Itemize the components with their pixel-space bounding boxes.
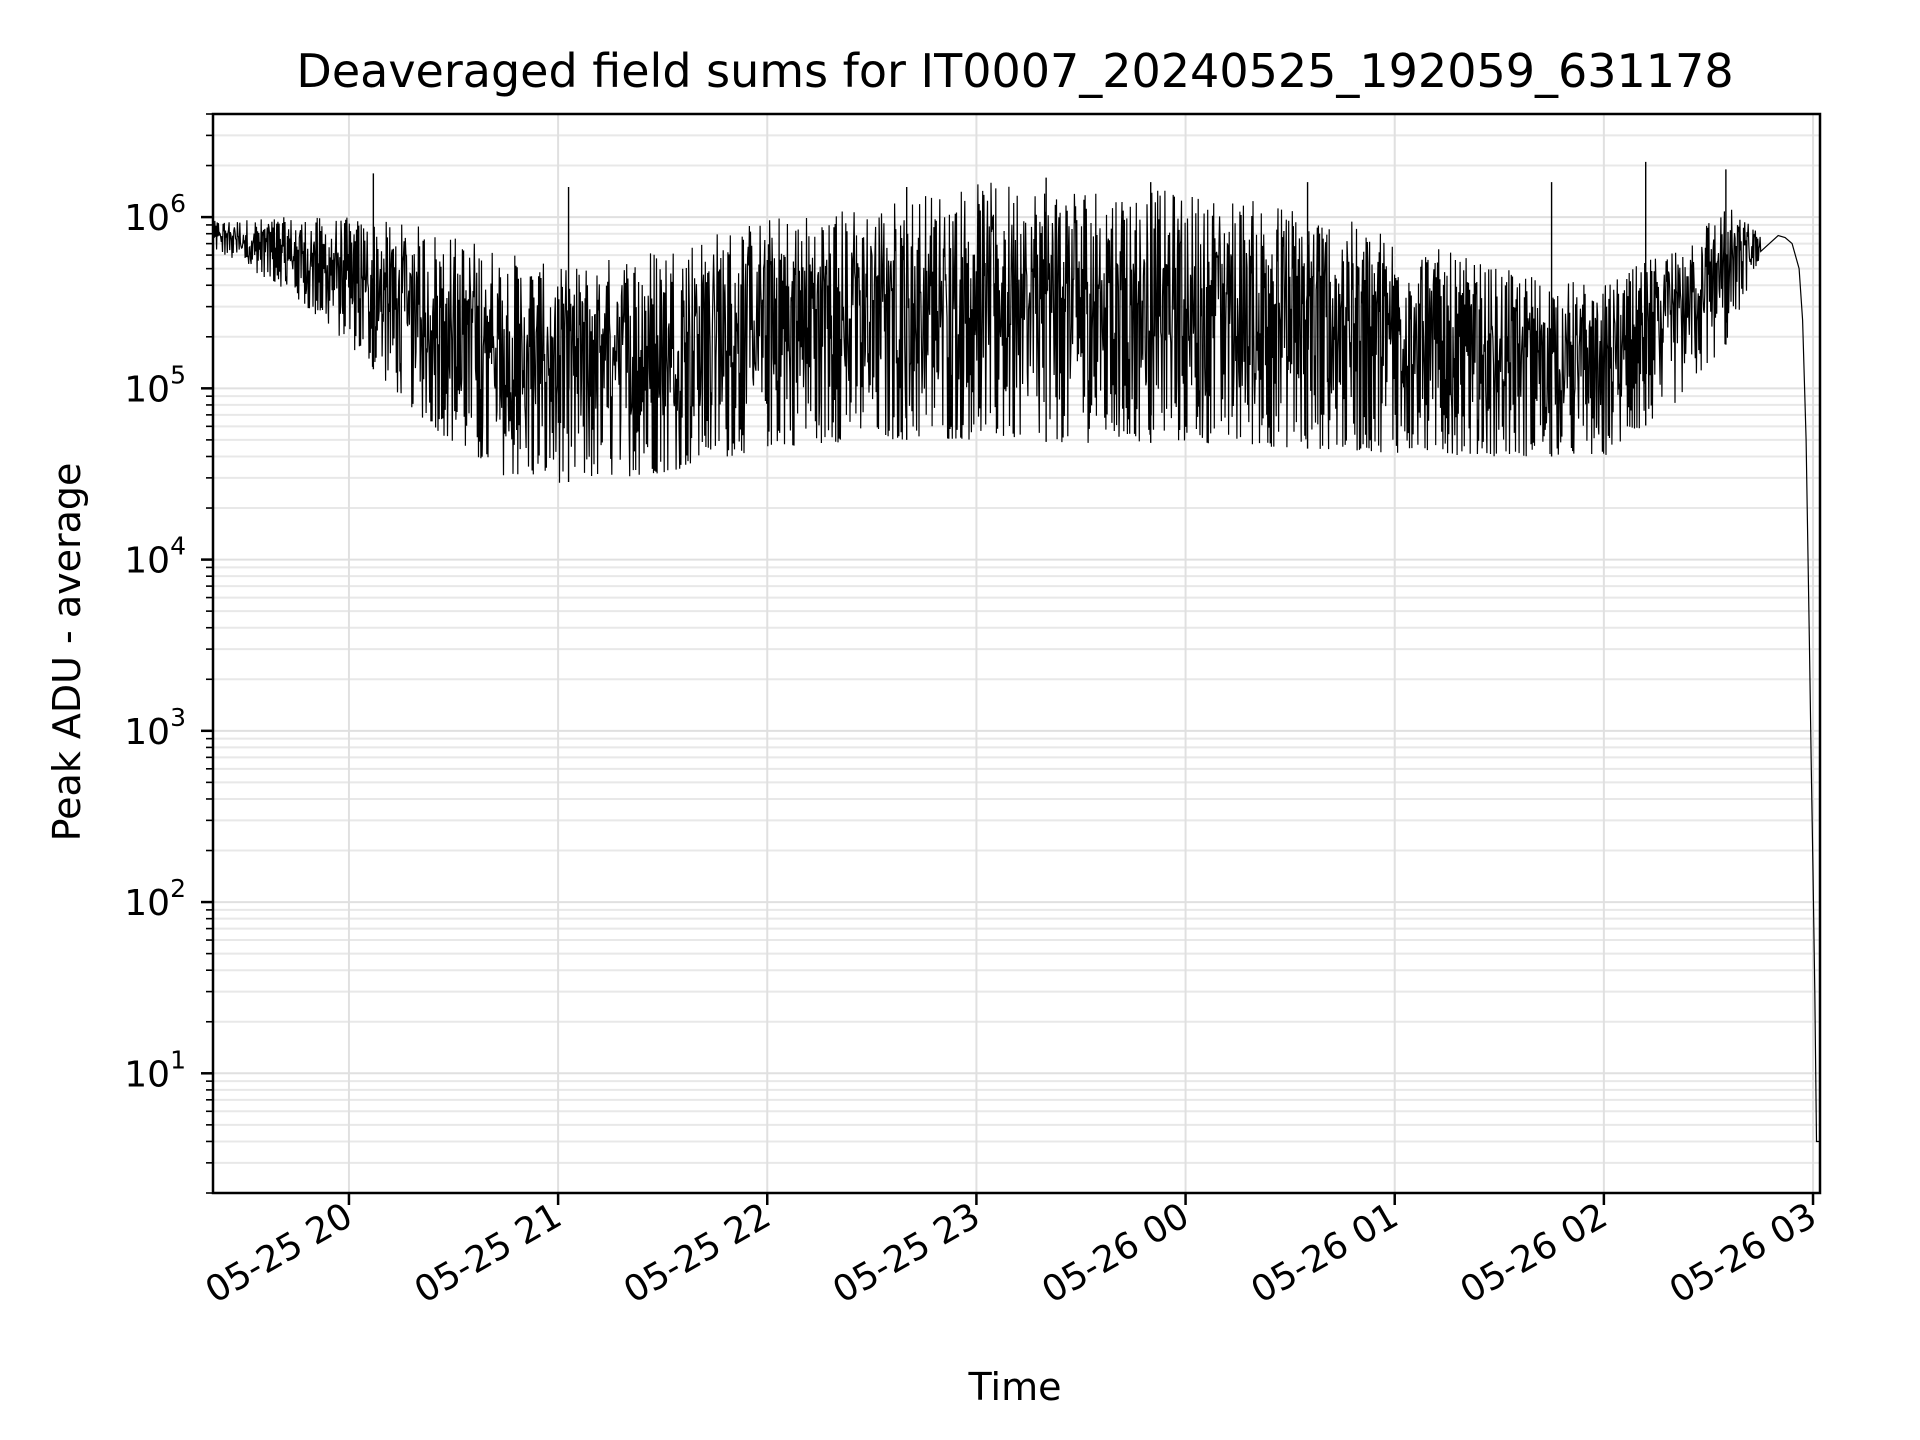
y-axis: 101 102 103 104 105 106 <box>124 113 213 1194</box>
x-tick-label: 05-25 23 <box>826 1195 987 1311</box>
plot-frame <box>211 112 1822 1195</box>
x-tick-label: 05-25 20 <box>199 1195 360 1311</box>
series-line <box>212 182 1820 1143</box>
chart-title: Deaveraged field sums for IT0007_2024052… <box>296 44 1733 98</box>
y-tick-label: 106 <box>124 189 186 239</box>
y-axis-label: Peak ADU - average <box>45 463 89 842</box>
y-tick-label: 103 <box>124 703 186 753</box>
x-tick-label: 05-26 03 <box>1663 1195 1824 1311</box>
y-tick-label: 104 <box>124 532 186 582</box>
x-axis: 05-25 20 05-25 21 05-25 22 05-25 23 05-26 00… <box>199 1193 1824 1312</box>
x-tick-label: 05-26 00 <box>1035 1195 1196 1311</box>
y-tick-label: 102 <box>124 874 186 924</box>
x-tick-label: 05-26 01 <box>1245 1195 1406 1311</box>
y-tick-label: 101 <box>124 1045 186 1095</box>
x-axis-label: Time <box>968 1365 1062 1409</box>
x-tick-label: 05-25 22 <box>617 1195 778 1311</box>
x-tick-label: 05-26 02 <box>1454 1195 1615 1311</box>
y-tick-label: 105 <box>124 360 186 410</box>
x-tick-label: 05-25 21 <box>408 1195 569 1311</box>
data-series <box>212 161 1820 1143</box>
